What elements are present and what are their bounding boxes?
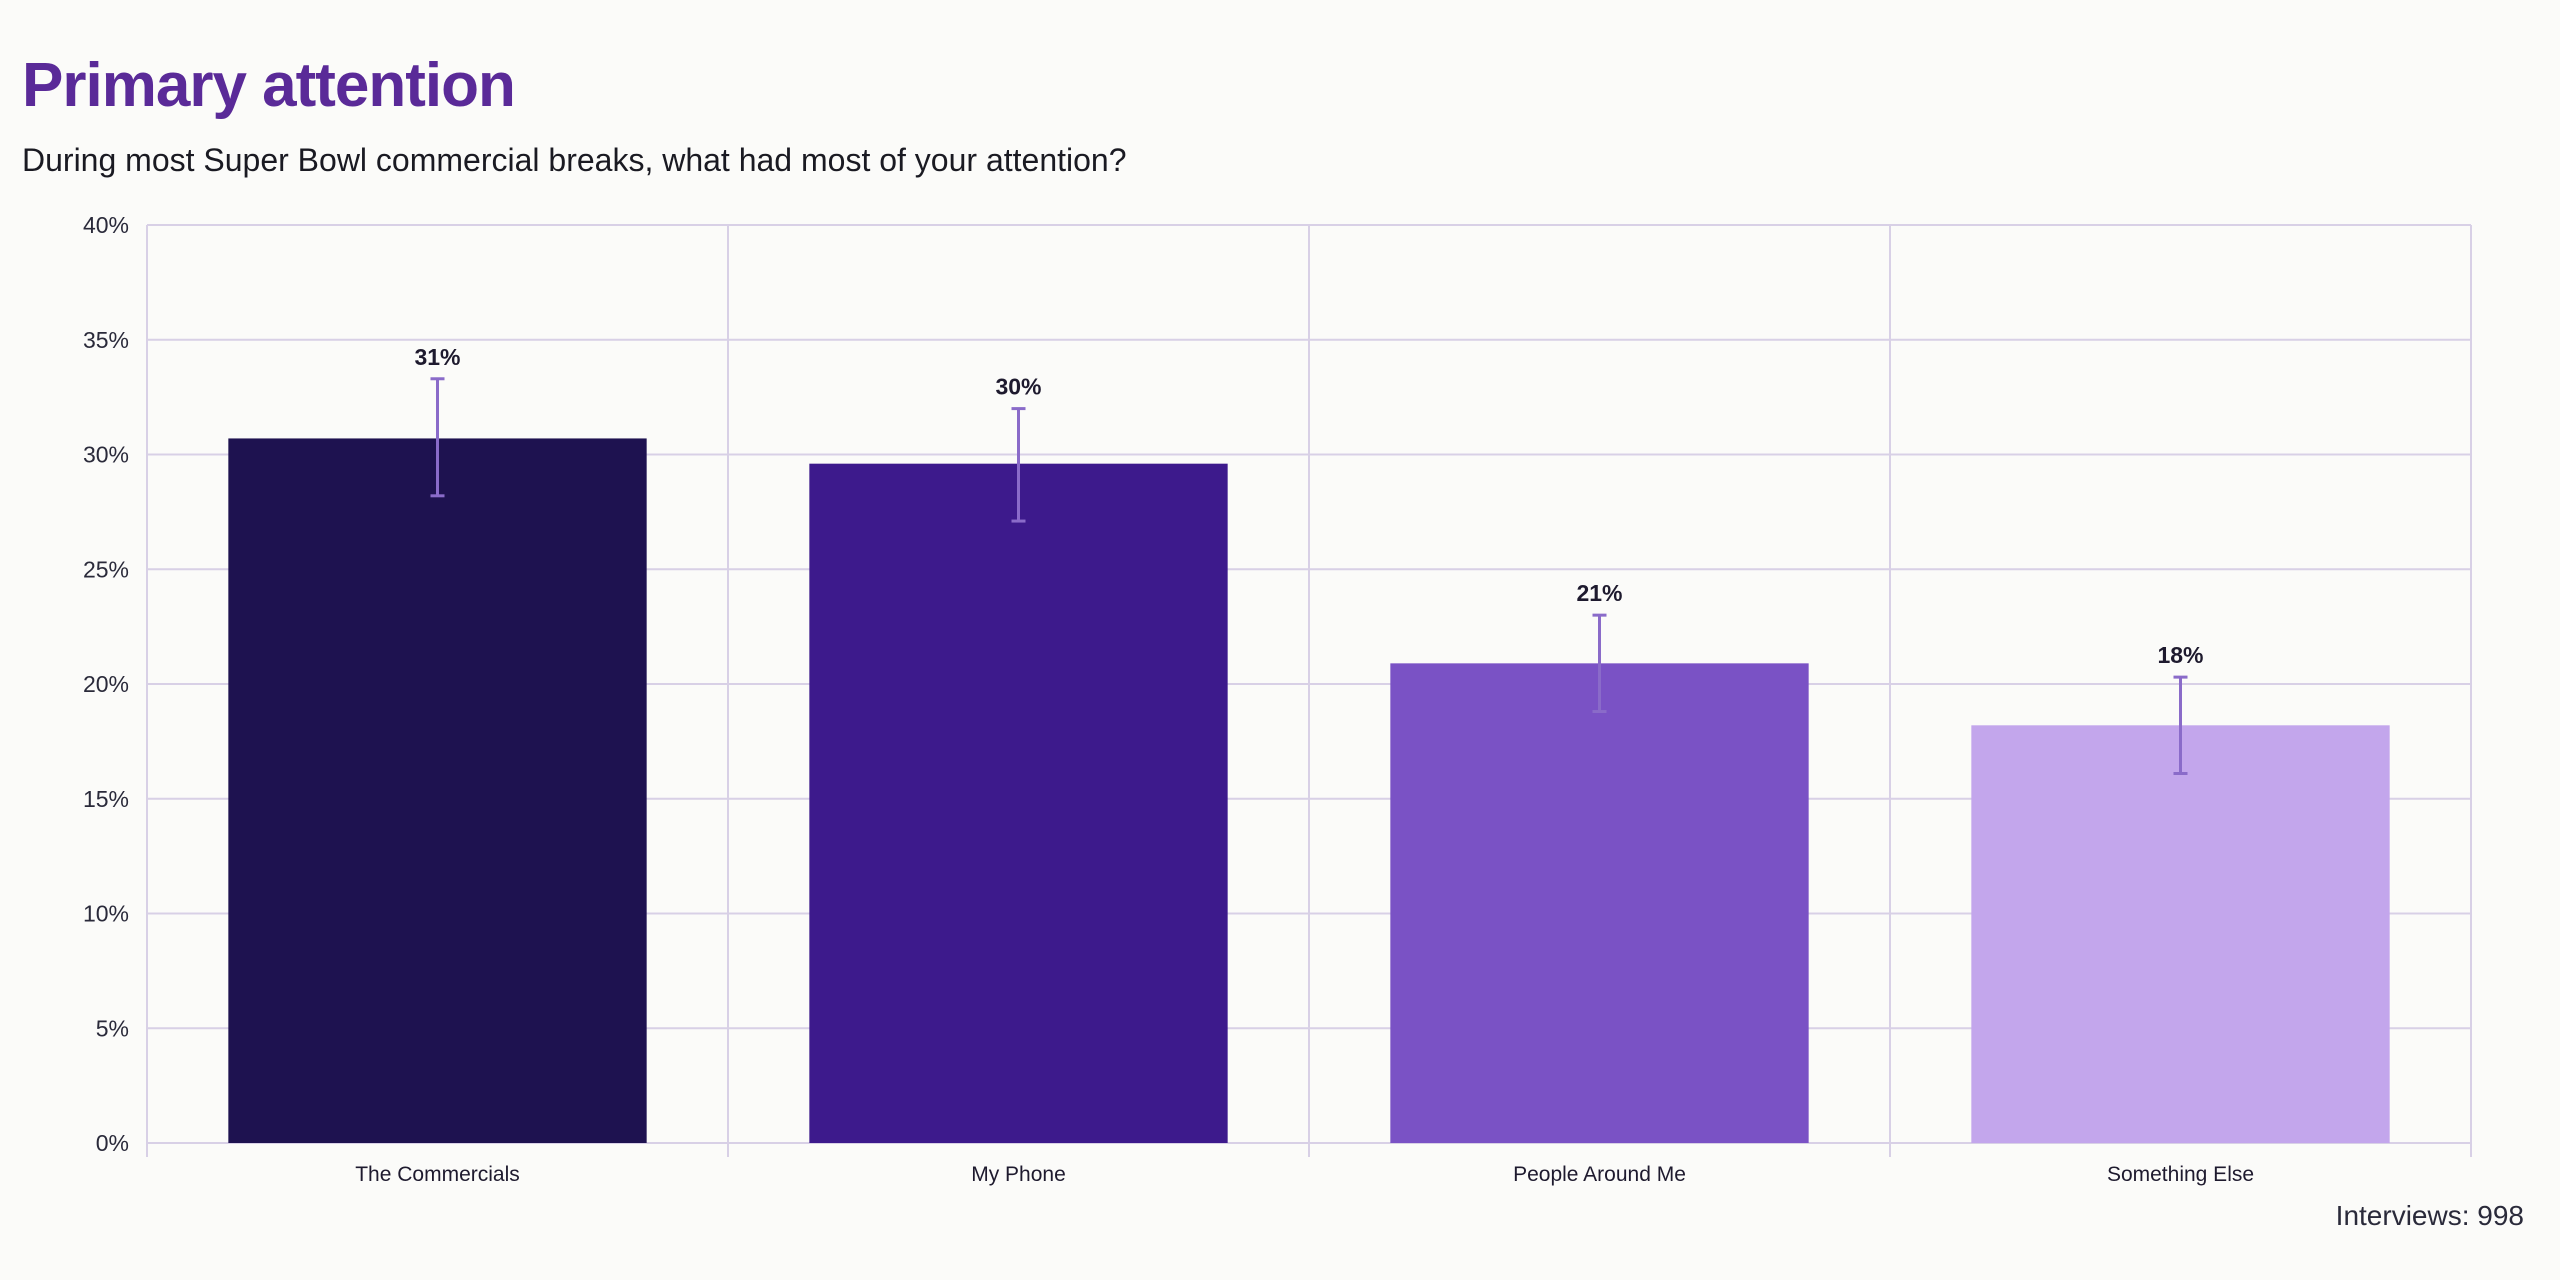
y-tick-label: 20% [83, 671, 129, 697]
y-tick-label: 40% [83, 212, 129, 238]
data-label: 18% [2157, 642, 2203, 668]
bar [809, 463, 1228, 1143]
y-tick-label: 5% [96, 1015, 129, 1041]
chart-title: Primary attention [22, 51, 516, 120]
y-tick-label: 15% [83, 786, 129, 812]
bar [1390, 663, 1809, 1143]
y-tick-label: 10% [83, 901, 129, 927]
y-tick-label: 30% [83, 442, 129, 468]
data-label: 31% [414, 344, 460, 370]
y-tick-label: 25% [83, 556, 129, 582]
chart-subtitle: During most Super Bowl commercial breaks… [22, 142, 1127, 178]
interviews-count: Interviews: 998 [2335, 1200, 2524, 1231]
y-tick-label: 0% [96, 1130, 129, 1156]
x-category-label: The Commercials [355, 1163, 520, 1186]
bar [228, 438, 647, 1143]
x-category-label: Something Else [2107, 1163, 2254, 1186]
x-category-label: People Around Me [1513, 1163, 1686, 1186]
x-category-label: My Phone [971, 1163, 1066, 1186]
data-label: 30% [995, 374, 1041, 400]
y-tick-label: 35% [83, 327, 129, 353]
data-label: 21% [1576, 580, 1622, 606]
bar [1971, 725, 2390, 1143]
